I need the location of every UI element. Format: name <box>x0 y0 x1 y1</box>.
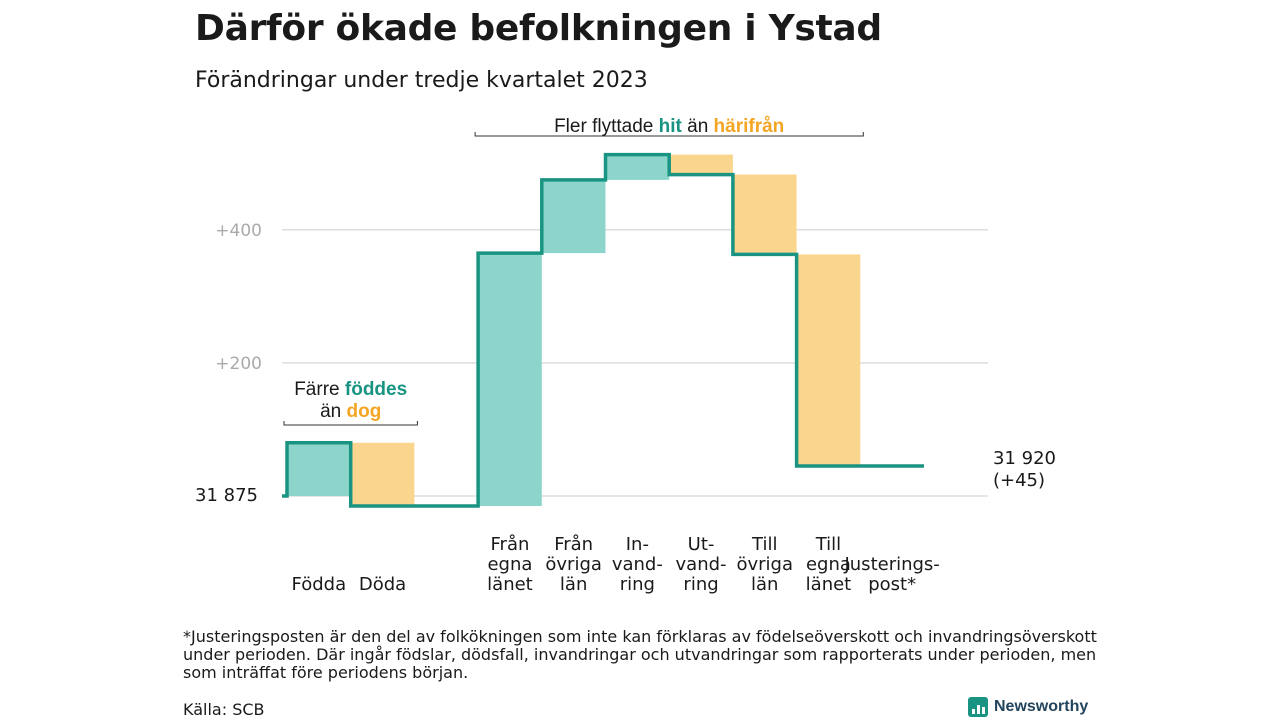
annotation-segment: hit <box>659 116 683 137</box>
x-category-label: Födda <box>292 574 347 595</box>
annotation-segment: Fler flyttade <box>554 116 659 137</box>
cumulative-step-line <box>282 152 924 508</box>
annotation-bracket <box>474 132 864 137</box>
source-label: Källa: SCB <box>183 700 265 719</box>
footnote: *Justeringsposten är den del av folkökni… <box>183 627 1097 682</box>
y-tick-label: +400 <box>215 221 262 241</box>
x-category-label: övriga <box>545 554 602 575</box>
x-category-label: länet <box>806 574 852 595</box>
y-tick-label: +200 <box>215 354 262 374</box>
annotation-segment: Färre <box>294 379 345 400</box>
x-category-label: länet <box>487 574 533 595</box>
annotation-text: Färre föddes <box>294 379 407 400</box>
x-category-label: ring <box>683 574 718 595</box>
waterfall-bar <box>350 442 415 506</box>
chart-title: Därför ökade befolkningen i Ystad <box>195 8 882 49</box>
annotation-segment: härifrån <box>714 116 785 137</box>
end-change-label: (+45) <box>993 470 1045 491</box>
x-category-label: Från <box>554 534 593 555</box>
x-category-label: Döda <box>359 574 406 595</box>
x-category-label: län <box>751 574 778 595</box>
annotation-segment: än <box>682 116 714 137</box>
annotation-segment: än <box>320 401 346 422</box>
x-category-label: vand- <box>676 554 727 575</box>
brand-logo: Newsworthy <box>968 697 1088 717</box>
x-category-label: In- <box>626 534 649 555</box>
x-category-label: egna <box>487 554 532 575</box>
waterfall-bar <box>796 254 861 467</box>
annotation-bracket <box>283 421 418 426</box>
annotation-segment: föddes <box>345 379 407 400</box>
brand-name: Newsworthy <box>994 698 1089 715</box>
x-category-label: Justerings- <box>843 554 939 575</box>
x-category-label: ring <box>620 574 655 595</box>
x-category-label: post* <box>868 574 916 595</box>
x-category-label: Från <box>491 534 530 555</box>
x-category-label: Till <box>751 534 777 555</box>
x-category-label: län <box>560 574 587 595</box>
start-value-label: 31 875 <box>195 485 258 506</box>
annotation-text: Fler flyttade hit än härifrån <box>554 116 784 137</box>
waterfall-bar <box>478 253 542 506</box>
x-category-label: Till <box>815 534 841 555</box>
x-category-label: övriga <box>736 554 793 575</box>
waterfall-bar <box>287 442 351 496</box>
x-category-label: egna <box>806 554 851 575</box>
end-value-label: 31 920 <box>993 448 1056 469</box>
annotation-text: än dog <box>320 401 381 422</box>
chart-subtitle: Förändringar under tredje kvartalet 2023 <box>195 68 648 93</box>
waterfall-bar <box>605 154 670 180</box>
waterfall-bar <box>732 174 797 255</box>
waterfall-bar <box>669 154 733 175</box>
waterfall-bar <box>541 179 606 254</box>
x-category-label: vand- <box>612 554 663 575</box>
newsworthy-icon <box>968 697 988 717</box>
x-category-label: Ut- <box>688 534 715 555</box>
annotation-segment: dog <box>346 401 381 422</box>
